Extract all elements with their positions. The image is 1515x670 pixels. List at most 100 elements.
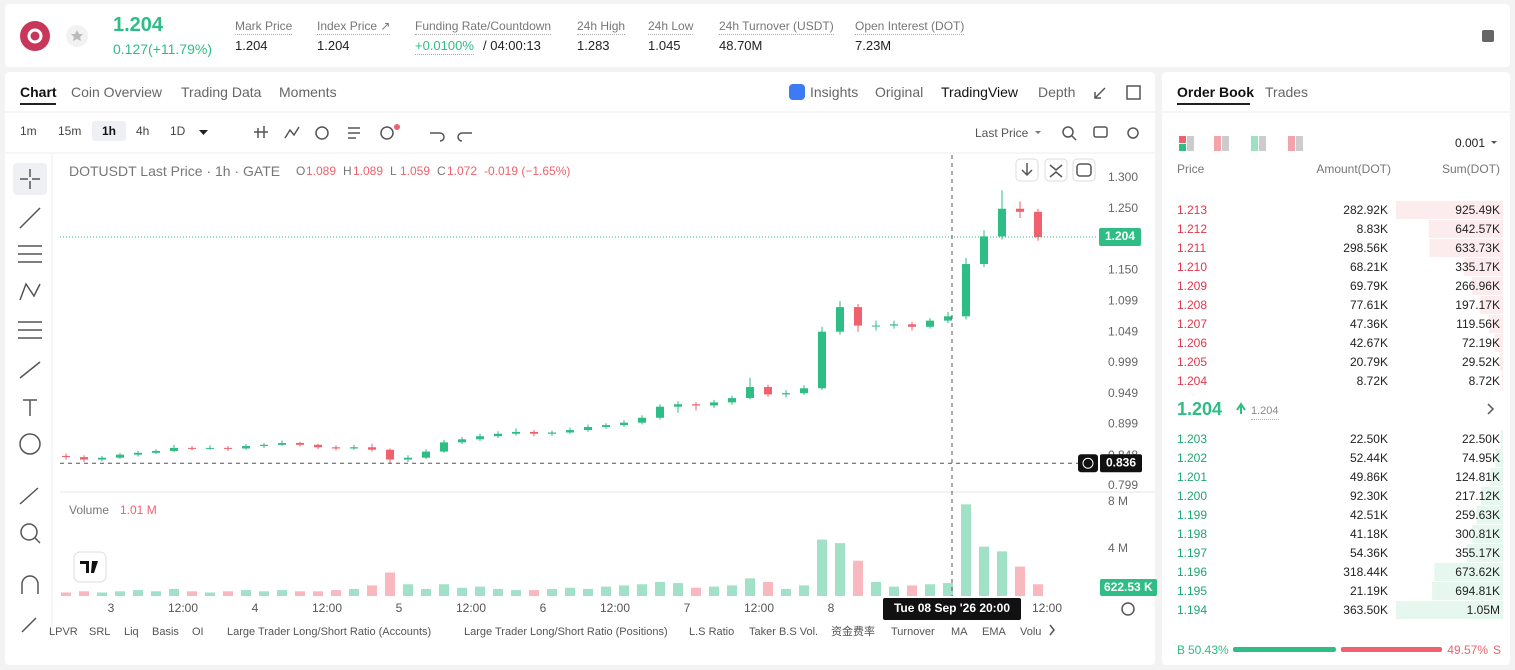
view-tab[interactable]: Insights — [810, 84, 859, 100]
sell-ratio: 49.57% — [1447, 643, 1488, 657]
indicator[interactable]: EMA — [982, 626, 1006, 638]
book-price[interactable]: 1.203 — [1177, 432, 1208, 446]
book-sum: 72.19K — [1461, 336, 1500, 350]
indicator[interactable]: Taker B.S Vol. — [749, 626, 819, 638]
book-price[interactable]: 1.210 — [1177, 260, 1208, 274]
stat-label: Index Price ↗ — [317, 19, 391, 35]
interval[interactable]: 1h — [92, 121, 127, 141]
book-sum: 633.73K — [1455, 241, 1500, 255]
buy-ratio: 50.43% — [1188, 643, 1229, 657]
book-price[interactable]: 1.200 — [1177, 489, 1208, 503]
stat-label: 24h High — [577, 19, 626, 35]
book-sum: 673.62K — [1455, 565, 1500, 579]
indicator[interactable]: LPVR — [49, 626, 78, 638]
book-tab[interactable]: Order Book — [1177, 84, 1255, 100]
book-sum: 259.63K — [1455, 508, 1500, 522]
book-price[interactable]: 1.196 — [1177, 565, 1208, 579]
indicator[interactable]: Large Trader Long/Short Ratio (Accounts) — [227, 626, 432, 638]
book-price[interactable]: 1.211 — [1177, 241, 1207, 255]
book-amount: 42.51K — [1349, 508, 1388, 522]
ohlc-value: 1.059 — [400, 164, 431, 178]
book-amount: 282.92K — [1343, 203, 1388, 217]
book-sum: 266.96K — [1455, 279, 1500, 293]
buy-key: B — [1177, 643, 1186, 657]
book-price[interactable]: 1.207 — [1177, 317, 1208, 331]
ohlc-key: L — [390, 164, 397, 178]
header-panel — [5, 4, 1510, 67]
book-price[interactable]: 1.195 — [1177, 584, 1208, 598]
view-tab[interactable]: TradingView — [941, 84, 1019, 100]
book-sum: 119.56K — [1456, 317, 1500, 331]
book-price[interactable]: 1.212 — [1177, 222, 1208, 236]
legend-change: -0.019 (−1.65%) — [484, 164, 571, 178]
book-amount: 52.44K — [1349, 451, 1388, 465]
stat-label: Open Interest (DOT) — [855, 19, 965, 35]
interval[interactable]: 4h — [136, 124, 150, 138]
stat-label: Funding Rate/Countdown — [415, 19, 552, 35]
ohlc-key: C — [437, 164, 446, 178]
indicator[interactable]: Large Trader Long/Short Ratio (Positions… — [464, 626, 668, 638]
indicator[interactable]: OI — [192, 626, 204, 638]
book-amount: 42.67K — [1349, 336, 1388, 350]
stat-label: 24h Low — [648, 19, 694, 35]
book-tab[interactable]: Trades — [1265, 84, 1309, 100]
book-price[interactable]: 1.198 — [1177, 527, 1208, 541]
volume-label: Volume — [69, 503, 110, 517]
book-price[interactable]: 1.206 — [1177, 336, 1208, 350]
ohlc-value: 1.089 — [306, 164, 337, 178]
indicator[interactable]: Liq — [124, 626, 139, 638]
book-sum: 300.81K — [1455, 527, 1500, 541]
indicator[interactable]: MA — [951, 626, 968, 638]
last-price: 1.204 — [113, 14, 164, 36]
stat-value: 48.70M — [719, 38, 763, 53]
chart-tab[interactable]: Trading Data — [181, 84, 262, 100]
indicator[interactable]: Volu — [1020, 626, 1042, 638]
book-amount: 49.86K — [1349, 470, 1388, 484]
book-amount: 20.79K — [1349, 355, 1388, 369]
stat-value: 1.045 — [648, 38, 681, 53]
book-amount: 318.44K — [1343, 565, 1388, 579]
book-price[interactable]: 1.201 — [1177, 470, 1208, 484]
book-sum: 925.49K — [1455, 203, 1500, 217]
book-sum: 694.81K — [1455, 584, 1500, 598]
price-source[interactable]: Last Price — [975, 126, 1029, 140]
book-price[interactable]: 1.194 — [1177, 603, 1208, 617]
chart-tab[interactable]: Moments — [279, 84, 337, 100]
book-sum: 217.12K — [1455, 489, 1500, 503]
stat-value: 1.204 — [235, 38, 268, 53]
book-price[interactable]: 1.202 — [1177, 451, 1208, 465]
book-sum: 74.95K — [1461, 451, 1500, 465]
book-price[interactable]: 1.208 — [1177, 298, 1208, 312]
interval[interactable]: 15m — [58, 124, 82, 138]
book-price[interactable]: 1.197 — [1177, 546, 1208, 560]
book-sum: 355.17K — [1455, 546, 1500, 560]
chart-panel — [5, 72, 1155, 665]
book-amount: 68.21K — [1349, 260, 1388, 274]
indicator[interactable]: L.S Ratio — [689, 626, 735, 638]
book-sum: 8.72K — [1468, 374, 1500, 388]
indicator[interactable]: Basis — [152, 626, 179, 638]
book-amount: 54.36K — [1349, 546, 1388, 560]
mid-mark: 1.204 — [1251, 403, 1279, 420]
view-tab[interactable]: Depth — [1038, 84, 1076, 100]
view-tab[interactable]: Original — [875, 84, 924, 100]
col-price: Price — [1177, 162, 1205, 176]
price-change: 0.127(+11.79%) — [113, 41, 212, 57]
ohlc-value: 1.072 — [447, 164, 478, 178]
chart-tab[interactable]: Chart — [20, 84, 57, 100]
book-price[interactable]: 1.204 — [1177, 374, 1208, 388]
chart-tab[interactable]: Coin Overview — [71, 84, 163, 100]
indicator[interactable]: SRL — [89, 626, 111, 638]
interval[interactable]: 1D — [170, 124, 186, 138]
precision[interactable]: 0.001 — [1455, 136, 1486, 150]
book-price[interactable]: 1.213 — [1177, 203, 1208, 217]
indicator[interactable]: Turnover — [891, 626, 935, 638]
ohlc-key: H — [343, 164, 352, 178]
indicator[interactable]: 资金费率 — [831, 626, 875, 638]
stat-value: +0.0100% — [415, 38, 474, 55]
book-price[interactable]: 1.199 — [1177, 508, 1208, 522]
stat-value: 1.283 — [577, 38, 610, 53]
book-price[interactable]: 1.209 — [1177, 279, 1208, 293]
interval[interactable]: 1m — [20, 124, 37, 138]
book-price[interactable]: 1.205 — [1177, 355, 1208, 369]
